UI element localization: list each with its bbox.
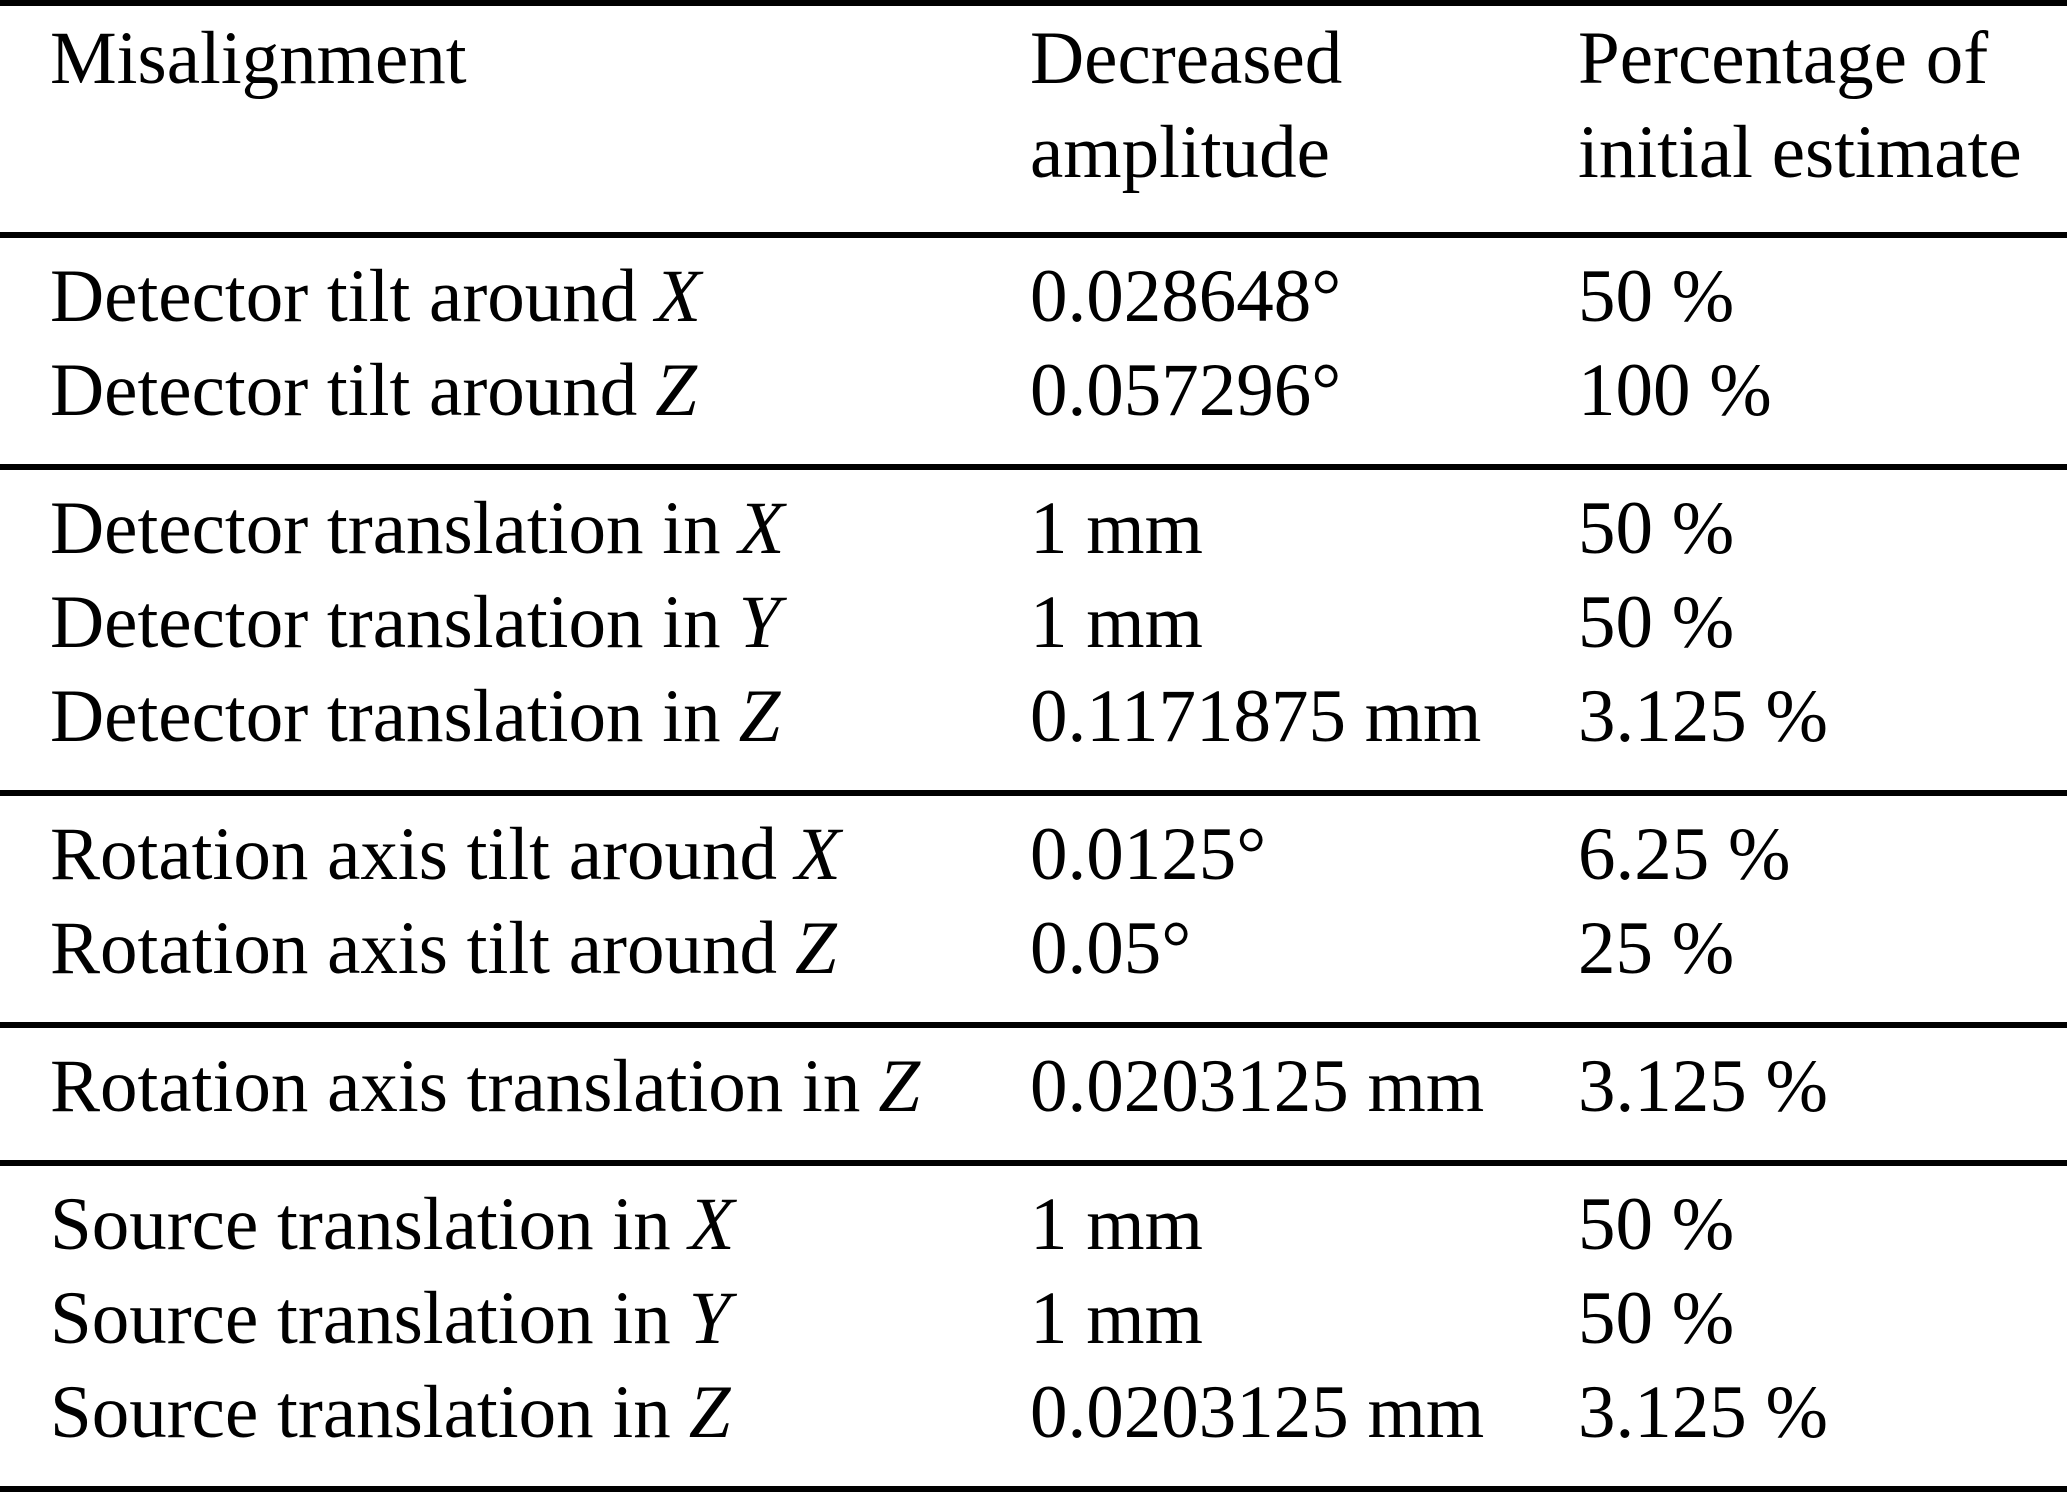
label-text: Source translation in: [50, 1183, 671, 1266]
amplitude-value: 0.028648°: [1030, 255, 1342, 338]
row-detector-translation-z: Detector translation in Z 0.1171875 mm 3.…: [0, 670, 2067, 764]
axis-variable: X: [688, 1183, 735, 1266]
axis-variable: Z: [795, 907, 837, 990]
label-text: Detector translation in: [50, 675, 721, 758]
amplitude-value: 0.0125°: [1030, 813, 1267, 896]
axis-variable: Z: [655, 349, 698, 432]
misalignment-label: Source translation in Y: [50, 1272, 1030, 1366]
amplitude-value: 0.057296°: [1030, 349, 1342, 432]
misalignment-label: Rotation axis tilt around X: [50, 808, 1030, 902]
label-text: Source translation in: [50, 1371, 671, 1454]
row-rotation-axis-tilt-x: Rotation axis tilt around X 0.0125° 6.25 …: [0, 808, 2067, 902]
column-header-misalignment: Misalignment: [50, 12, 1030, 200]
header-line: Decreased: [1030, 17, 1343, 100]
amplitude-value: 1 mm: [1030, 487, 1203, 570]
section-divider-rule: [0, 1160, 2067, 1166]
label-text: Rotation axis tilt around: [50, 907, 778, 990]
misalignment-label: Detector tilt around Z: [50, 344, 1030, 438]
amplitude-value: 1 mm: [1030, 1277, 1203, 1360]
percentage-value: 6.25 %: [1578, 813, 1791, 896]
amplitude-value: 0.05°: [1030, 907, 1192, 990]
table-header: Misalignment Decreased amplitude Percent…: [0, 6, 2067, 232]
misalignment-label: Rotation axis tilt around Z: [50, 902, 1030, 996]
label-text: Rotation axis tilt around: [50, 813, 778, 896]
column-header-percentage-initial-estimate: Percentage of initial estimate: [1578, 12, 2067, 200]
percentage-value: 50 %: [1578, 487, 1735, 570]
axis-variable: X: [738, 487, 785, 570]
misalignment-label: Source translation in Z: [50, 1366, 1030, 1460]
amplitude-value: 0.1171875 mm: [1030, 675, 1482, 758]
percentage-value: 100 %: [1578, 349, 1772, 432]
misalignment-label: Detector translation in Y: [50, 576, 1030, 670]
axis-variable: Y: [738, 581, 781, 664]
axis-variable: X: [655, 255, 702, 338]
header-line: Misalignment: [50, 17, 467, 100]
table-top-rule: [0, 0, 2067, 6]
label-text: Detector translation in: [50, 487, 721, 570]
misalignment-label: Detector translation in X: [50, 482, 1030, 576]
row-source-translation-y: Source translation in Y 1 mm 50 %: [0, 1272, 2067, 1366]
section-divider-rule: [0, 790, 2067, 796]
axis-variable: Z: [878, 1045, 921, 1128]
row-detector-translation-y: Detector translation in Y 1 mm 50 %: [0, 576, 2067, 670]
section-divider-rule: [0, 464, 2067, 470]
percentage-value: 3.125 %: [1578, 1371, 1828, 1454]
percentage-value: 25 %: [1578, 907, 1735, 990]
row-detector-translation-x: Detector translation in X 1 mm 50 %: [0, 482, 2067, 576]
section-divider-rule: [0, 1022, 2067, 1028]
column-header-decreased-amplitude: Decreased amplitude: [1030, 12, 1578, 200]
section-rotation-axis-translation: Rotation axis translation in Z 0.0203125 …: [0, 1028, 2067, 1160]
misalignment-label: Rotation axis translation in Z: [50, 1040, 1030, 1134]
percentage-value: 50 %: [1578, 1277, 1735, 1360]
row-rotation-axis-translation-z: Rotation axis translation in Z 0.0203125 …: [0, 1040, 2067, 1134]
header-line: initial estimate: [1578, 111, 2022, 194]
misalignment-label: Source translation in X: [50, 1178, 1030, 1272]
amplitude-value: 1 mm: [1030, 581, 1203, 664]
header-line: Percentage of: [1578, 17, 1989, 100]
percentage-value: 50 %: [1578, 255, 1735, 338]
axis-variable: Z: [738, 675, 781, 758]
row-source-translation-z: Source translation in Z 0.0203125 mm 3.12…: [0, 1366, 2067, 1460]
table-bottom-rule: [0, 1486, 2067, 1492]
row-rotation-axis-tilt-z: Rotation axis tilt around Z 0.05° 25 %: [0, 902, 2067, 996]
section-detector-translation: Detector translation in X 1 mm 50 % Detec…: [0, 470, 2067, 790]
row-detector-tilt-z: Detector tilt around Z 0.057296° 100 %: [0, 344, 2067, 438]
percentage-value: 50 %: [1578, 1183, 1735, 1266]
label-text: Source translation in: [50, 1277, 671, 1360]
axis-variable: Y: [688, 1277, 731, 1360]
amplitude-value: 0.0203125 mm: [1030, 1045, 1485, 1128]
misalignment-label: Detector translation in Z: [50, 670, 1030, 764]
label-text: Detector translation in: [50, 581, 721, 664]
header-line: amplitude: [1030, 111, 1330, 194]
axis-variable: X: [795, 813, 841, 896]
misalignment-label: Detector tilt around X: [50, 250, 1030, 344]
label-text: Rotation axis translation in: [50, 1045, 861, 1128]
section-source-translation: Source translation in X 1 mm 50 % Source …: [0, 1166, 2067, 1486]
percentage-value: 3.125 %: [1578, 1045, 1828, 1128]
row-detector-tilt-x: Detector tilt around X 0.028648° 50 %: [0, 250, 2067, 344]
amplitude-value: 0.0203125 mm: [1030, 1371, 1485, 1454]
axis-variable: Z: [688, 1371, 731, 1454]
label-text: Detector tilt around: [50, 255, 638, 338]
percentage-value: 50 %: [1578, 581, 1735, 664]
header-row: Misalignment Decreased amplitude Percent…: [0, 12, 2067, 200]
section-rotation-axis-tilt: Rotation axis tilt around X 0.0125° 6.25 …: [0, 796, 2067, 1022]
section-detector-tilt: Detector tilt around X 0.028648° 50 % Det…: [0, 238, 2067, 464]
row-source-translation-x: Source translation in X 1 mm 50 %: [0, 1178, 2067, 1272]
label-text: Detector tilt around: [50, 349, 638, 432]
header-divider-rule: [0, 232, 2067, 238]
percentage-value: 3.125 %: [1578, 675, 1828, 758]
amplitude-value: 1 mm: [1030, 1183, 1203, 1266]
